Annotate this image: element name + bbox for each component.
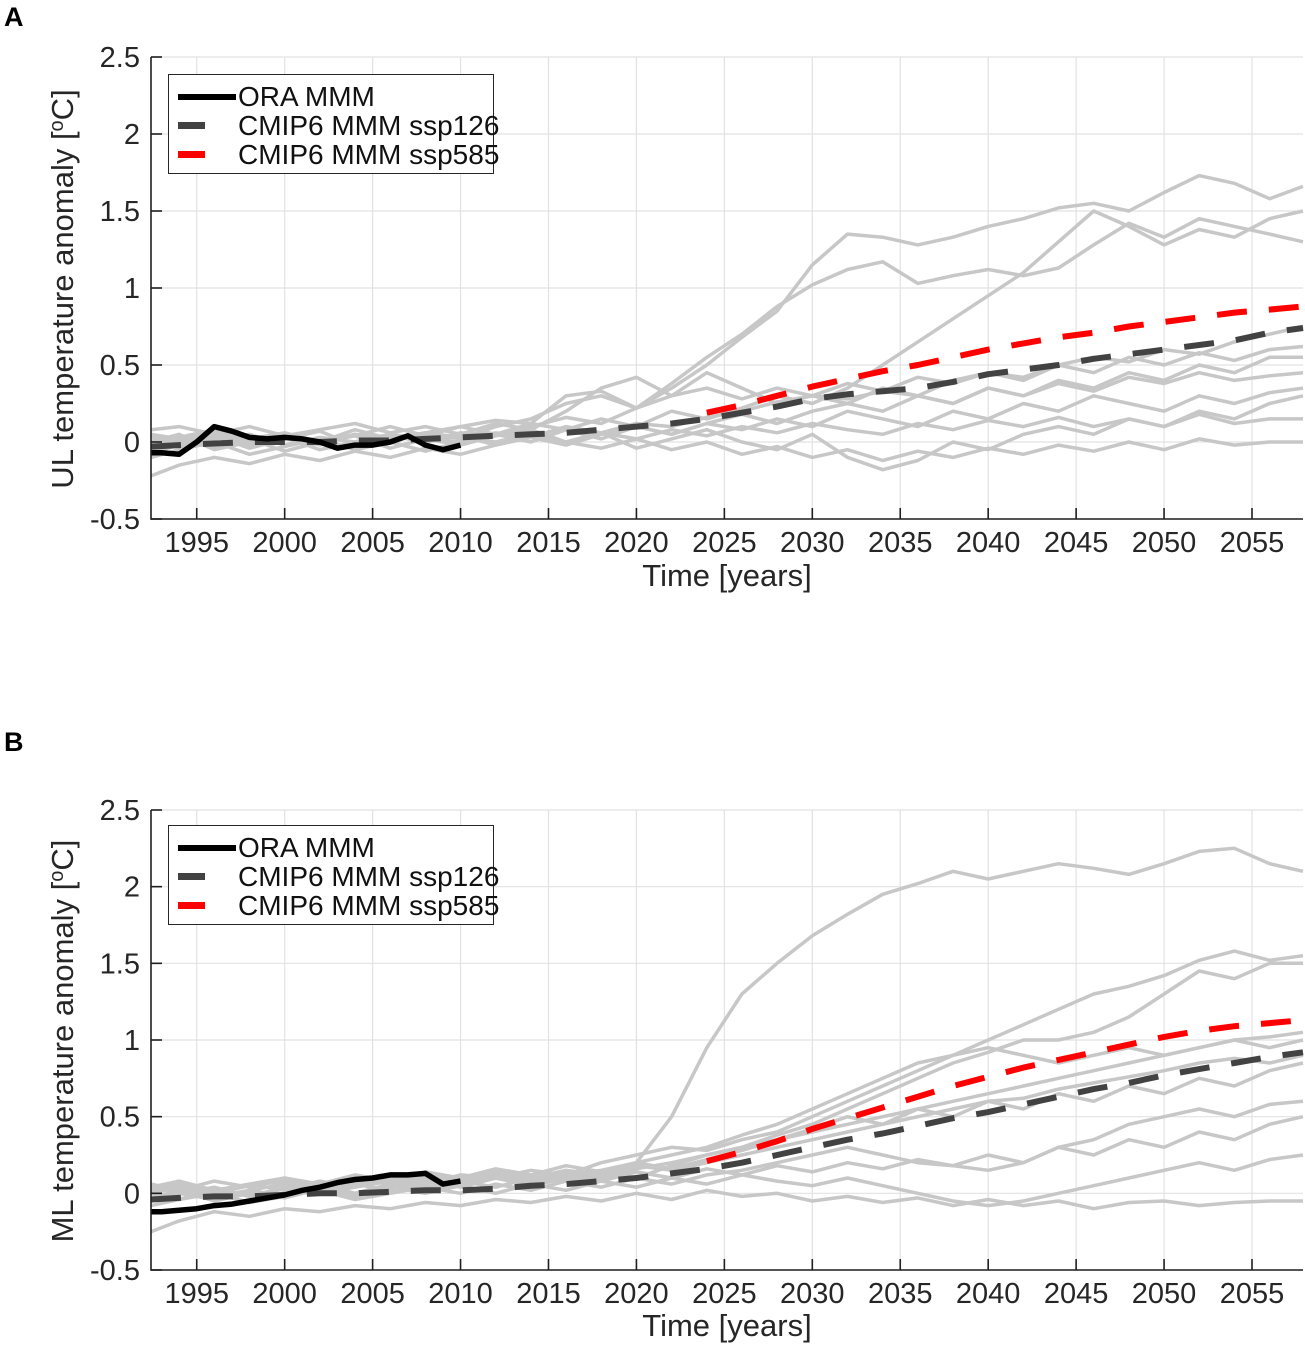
cmip6-mmm-ssp126-line bbox=[151, 1049, 1304, 1203]
legend-item-ora-mmm: ORA MMM bbox=[178, 833, 493, 862]
x-tick-label: 2055 bbox=[1220, 1278, 1285, 1310]
x-tick-label: 2005 bbox=[340, 1278, 405, 1310]
panel-a-legend: ORA MMM CMIP6 MMM ssp126 CMIP6 MMM ssp58… bbox=[168, 74, 499, 174]
panel-b-legend: ORA MMM CMIP6 MMM ssp126 CMIP6 MMM ssp58… bbox=[168, 825, 499, 925]
legend-label: ORA MMM bbox=[238, 832, 375, 863]
x-tick-label: 2005 bbox=[340, 527, 405, 559]
legend-label: ORA MMM bbox=[238, 81, 375, 112]
x-tick-label: 2025 bbox=[692, 1278, 757, 1310]
x-tick-label: 2020 bbox=[604, 527, 669, 559]
y-tick-label: -0.5 bbox=[90, 1255, 140, 1287]
ensemble-member-line-4 bbox=[151, 1030, 1304, 1196]
x-tick-label: 2000 bbox=[252, 527, 317, 559]
x-tick-label: 2030 bbox=[780, 527, 845, 559]
ensemble-member-line-9 bbox=[151, 1114, 1304, 1199]
x-tick-label: 2040 bbox=[956, 1278, 1021, 1310]
y-tick-label: 2.5 bbox=[100, 795, 140, 827]
legend-label: CMIP6 MMM ssp126 bbox=[238, 861, 500, 892]
x-tick-label: 2055 bbox=[1220, 527, 1285, 559]
x-tick-label: 2025 bbox=[692, 527, 757, 559]
ssp585-dash-swatch bbox=[178, 151, 238, 158]
x-tick-label: 2040 bbox=[956, 527, 1021, 559]
ssp585-dash-swatch bbox=[178, 902, 238, 909]
ora-mmm-line bbox=[151, 423, 462, 458]
y-tick-label: 2 bbox=[124, 119, 140, 151]
y-tick-label: -0.5 bbox=[90, 504, 140, 536]
legend-item-ssp126: CMIP6 MMM ssp126 bbox=[178, 111, 499, 140]
legend-item-ssp585: CMIP6 MMM ssp585 bbox=[178, 891, 499, 920]
y-tick-label: 0 bbox=[124, 1178, 140, 1210]
legend-item-ora-mmm: ORA MMM bbox=[178, 82, 493, 111]
panel-b-x-axis-label: Time [years] bbox=[642, 1308, 812, 1343]
panel-b-y-axis-label: ML temperature anomaly [oC] bbox=[45, 839, 80, 1243]
panel-b-chart: 1995 2000 2005 2010 2015 2020 2025 2030 2035 2040… bbox=[90, 795, 1304, 1310]
x-tick-label: 2050 bbox=[1132, 527, 1197, 559]
x-tick-label: 2020 bbox=[604, 1278, 669, 1310]
x-tick-label: 2000 bbox=[252, 1278, 317, 1310]
x-tick-label: 2015 bbox=[516, 1278, 581, 1310]
panel-b-letter: B bbox=[4, 727, 24, 757]
ssp126-dash-swatch bbox=[178, 122, 238, 129]
ensemble-member-line-6 bbox=[151, 355, 1303, 438]
y-tick-label: 0.5 bbox=[100, 350, 140, 382]
x-tick-label: 2010 bbox=[428, 527, 493, 559]
y-tick-label: 1.5 bbox=[100, 948, 140, 980]
y-tick-label: 1 bbox=[124, 273, 140, 305]
y-tick-label: 0 bbox=[124, 427, 140, 459]
y-tick-label: 2.5 bbox=[100, 42, 140, 74]
cmip6-mmm-ssp585-line bbox=[706, 303, 1304, 416]
x-tick-label: 2045 bbox=[1044, 1278, 1109, 1310]
ensemble-member-line-11 bbox=[151, 1188, 1303, 1234]
x-tick-label: 2015 bbox=[516, 527, 581, 559]
legend-label: CMIP6 MMM ssp585 bbox=[238, 890, 500, 921]
ora-mmm-line bbox=[151, 1170, 461, 1215]
x-tick-label: 2035 bbox=[868, 1278, 933, 1310]
ensemble-member-line-10 bbox=[151, 431, 1303, 463]
cmip6-mmm-ssp585-line bbox=[706, 1017, 1304, 1165]
ensemble-member-line-10 bbox=[151, 1153, 1304, 1208]
panel-a-x-axis-label: Time [years] bbox=[642, 558, 812, 593]
panel-a-letter: A bbox=[4, 2, 24, 32]
ensemble-member-line-11 bbox=[151, 370, 1304, 478]
x-tick-label: 2045 bbox=[1044, 527, 1109, 559]
ensemble-member-line-7 bbox=[151, 386, 1304, 460]
ora-mmm-line-swatch bbox=[178, 93, 238, 100]
legend-item-ssp126: CMIP6 MMM ssp126 bbox=[178, 862, 499, 891]
panel-a-y-axis-label: UL temperature anomaly [oC] bbox=[45, 89, 80, 489]
y-tick-label: 2 bbox=[124, 872, 140, 904]
cmip6-mmm-ssp126-line bbox=[151, 325, 1304, 450]
legend-label: CMIP6 MMM ssp126 bbox=[238, 110, 500, 141]
y-tick-label: 1 bbox=[124, 1025, 140, 1057]
x-tick-label: 2035 bbox=[868, 527, 933, 559]
ssp126-dash-swatch bbox=[178, 873, 238, 880]
legend-item-ssp585: CMIP6 MMM ssp585 bbox=[178, 140, 499, 169]
x-tick-label: 2050 bbox=[1132, 1278, 1197, 1310]
ora-mmm-line-swatch bbox=[178, 844, 238, 851]
legend-label: CMIP6 MMM ssp585 bbox=[238, 139, 500, 170]
y-tick-label: 1.5 bbox=[100, 196, 140, 228]
x-tick-label: 1995 bbox=[164, 527, 229, 559]
x-tick-label: 1995 bbox=[164, 1278, 229, 1310]
panel-a-chart: 1995 2000 2005 2010 2015 2020 2025 2030 2035 2040… bbox=[90, 42, 1304, 559]
x-tick-label: 2030 bbox=[780, 1278, 845, 1310]
y-tick-label: 0.5 bbox=[100, 1102, 140, 1134]
x-tick-label: 2010 bbox=[428, 1278, 493, 1310]
